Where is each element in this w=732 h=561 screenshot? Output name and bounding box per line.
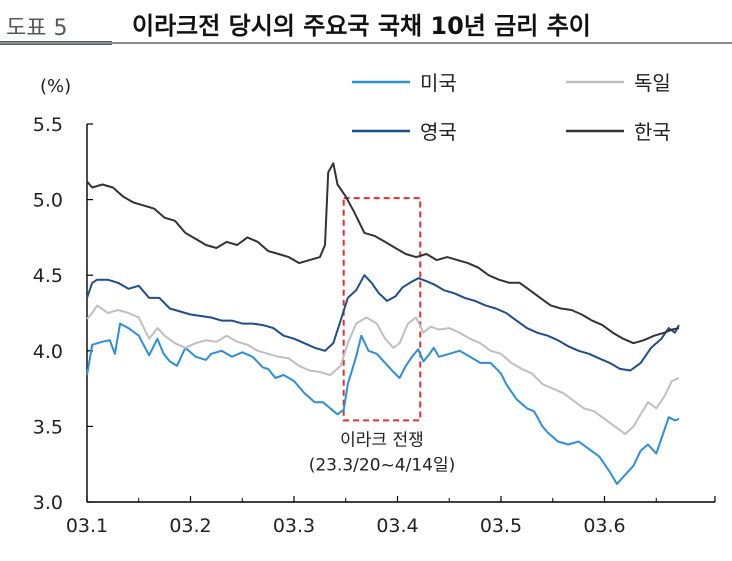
figure-title: 이라크전 당시의 주요국 국채 10년 금리 추이 [132,12,591,40]
legend-label-0: 미국 [420,71,457,95]
x-tick-label: 03.6 [583,515,625,537]
y-tick-label: 5.5 [33,114,63,136]
y-tick-label: 3.5 [33,416,63,438]
war-period-box [342,197,422,422]
x-tick-label: 03.5 [480,515,522,537]
y-tick-label: 4.0 [33,341,63,363]
y-tick-label: 5.0 [33,190,63,212]
x-tick-label: 03.2 [169,515,211,537]
x-tick-label: 03.3 [273,515,315,537]
figure-number: 도표 5 [6,16,68,41]
legend-label-2: 영국 [420,120,457,144]
x-tick-label: 03.4 [376,515,418,537]
figure-header: 도표 5 이라크전 당시의 주요국 국채 10년 금리 추이 [0,0,732,46]
legend-label-3: 한국 [634,120,671,144]
series-line-1 [86,304,680,435]
series-line-0 [86,322,680,485]
line-chart: 3.0 3.5 4.0 4.5 5.0 5.5 (%) 03.1 03.2 03.3 03.4 03.… [33,71,716,537]
header-rule [0,42,732,44]
annotation-group: 이라크 전쟁 (23.3/20~4/14일) [309,197,456,475]
y-axis-label: (%) [40,76,71,97]
y-tick-label: 3.0 [33,492,63,514]
annotation-line2: (23.3/20~4/14일) [309,455,456,475]
annotation-line1: 이라크 전쟁 [340,430,424,450]
x-tick-label: 03.1 [66,515,108,537]
legend-label-1: 독일 [634,71,671,95]
chart-axes: 3.0 3.5 4.0 4.5 5.0 5.5 (%) 03.1 03.2 03.3 03.4 03.… [33,76,716,537]
series-line-2 [86,274,680,372]
y-tick-label: 4.5 [33,265,63,287]
series-line-3 [86,162,680,345]
series-lines [86,162,680,485]
